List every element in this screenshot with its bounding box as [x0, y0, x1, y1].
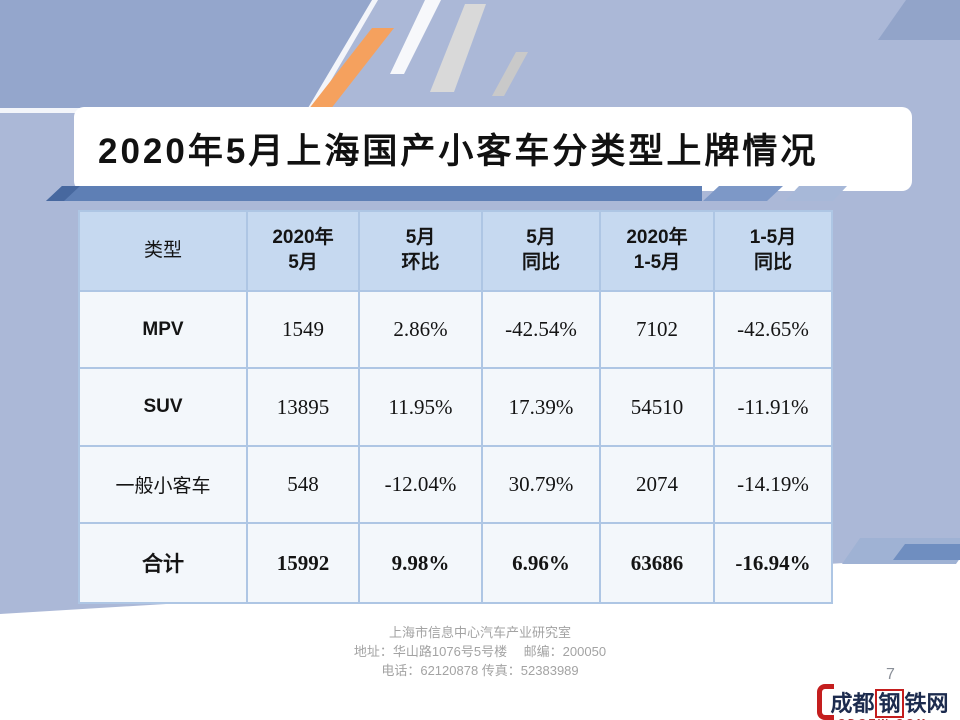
header-jan-may: 2020年 1-5月 [599, 210, 715, 292]
table-row-general: 一般小客车 548 -12.04% 30.79% 2074 -14.19% [78, 445, 833, 524]
page-title: 2020年5月上海国产小客车分类型上牌情况 [98, 132, 819, 171]
header-line: 环比 [401, 252, 440, 273]
row-label: 合计 [78, 522, 248, 604]
cell-value: 6.96% [481, 522, 601, 604]
footer-phone: 电话：62120878 传真：52383989 [381, 662, 579, 678]
cell-value: 17.39% [481, 367, 601, 447]
title-underline-bar [46, 186, 702, 201]
header-line: 类型 [143, 239, 182, 261]
cell-value: -42.65% [713, 290, 833, 369]
registration-table: 类型 2020年 5月 5月 环比 5月 同比 2020年 1-5月 1-5月 … [78, 210, 833, 604]
footer: 上海市信息中心汽车产业研究室 地址：华山路1076号5号楼 邮编：200050 … [0, 624, 960, 681]
cell-value: 2.86% [358, 290, 483, 369]
cell-value: 11.95% [358, 367, 483, 447]
table-header-row: 类型 2020年 5月 5月 环比 5月 同比 2020年 1-5月 1-5月 … [78, 210, 833, 292]
watermark-boxed-char: 钢 [875, 689, 904, 718]
header-line: 同比 [521, 252, 560, 273]
page-number: 7 [886, 666, 895, 683]
title-underline-bar-segment2 [703, 186, 783, 201]
cell-value: 2074 [599, 445, 715, 524]
header-line: 5月 [526, 227, 556, 249]
row-label: 一般小客车 [78, 445, 248, 524]
header-line: 1-5月 [633, 252, 681, 273]
watermark-text-suffix: 铁网 [904, 691, 949, 716]
cell-value: -11.91% [713, 367, 833, 447]
cell-value: 13895 [246, 367, 360, 447]
decor-topleft-parallelogram [0, 0, 372, 108]
header-line: 2020年 [272, 227, 334, 249]
cell-value: 548 [246, 445, 360, 524]
footer-org: 上海市信息中心汽车产业研究室 [388, 625, 571, 640]
row-label: SUV [78, 367, 248, 447]
header-may-mom: 5月 环比 [358, 210, 483, 292]
header-line: 同比 [753, 252, 792, 273]
cell-value: -42.54% [481, 290, 601, 369]
cell-value: -12.04% [358, 445, 483, 524]
cell-value: 9.98% [358, 522, 483, 604]
decor-bottomright-stripe-dark [893, 544, 960, 560]
cell-value: 1549 [246, 290, 360, 369]
cell-value: 54510 [599, 367, 715, 447]
header-line: 5月 [288, 252, 318, 273]
header-line: 2020年 [626, 227, 688, 249]
watermark-text: 成都钢铁网 [830, 686, 949, 718]
header-jan-may-yoy: 1-5月 同比 [713, 210, 833, 292]
cell-value: 63686 [599, 522, 715, 604]
table-row-total: 合计 15992 9.98% 6.96% 63686 -16.94% [78, 522, 833, 604]
header-type: 类型 [78, 210, 248, 292]
cell-value: -14.19% [713, 445, 833, 524]
cell-value: -16.94% [713, 522, 833, 604]
table-row-suv: SUV 13895 11.95% 17.39% 54510 -11.91% [78, 367, 833, 447]
header-2020-may: 2020年 5月 [246, 210, 360, 292]
table-row-mpv: MPV 1549 2.86% -42.54% 7102 -42.65% [78, 290, 833, 369]
cell-value: 7102 [599, 290, 715, 369]
cell-value: 30.79% [481, 445, 601, 524]
watermark-subtext: CDGTW.COM [806, 718, 960, 720]
watermark-text-prefix: 成都 [830, 691, 875, 716]
watermark-c-bracket-icon [817, 684, 835, 720]
footer-address: 地址：华山路1076号5号楼 邮编：200050 [353, 643, 607, 659]
watermark-row: 成都钢铁网 [806, 684, 960, 720]
title-card [74, 107, 912, 191]
header-line: 1-5月 [749, 227, 797, 249]
row-label: MPV [78, 290, 248, 369]
title-underline-bar-segment3 [785, 186, 847, 201]
header-line: 5月 [405, 227, 436, 249]
cell-value: 15992 [246, 522, 360, 604]
header-may-yoy: 5月 同比 [481, 210, 601, 292]
